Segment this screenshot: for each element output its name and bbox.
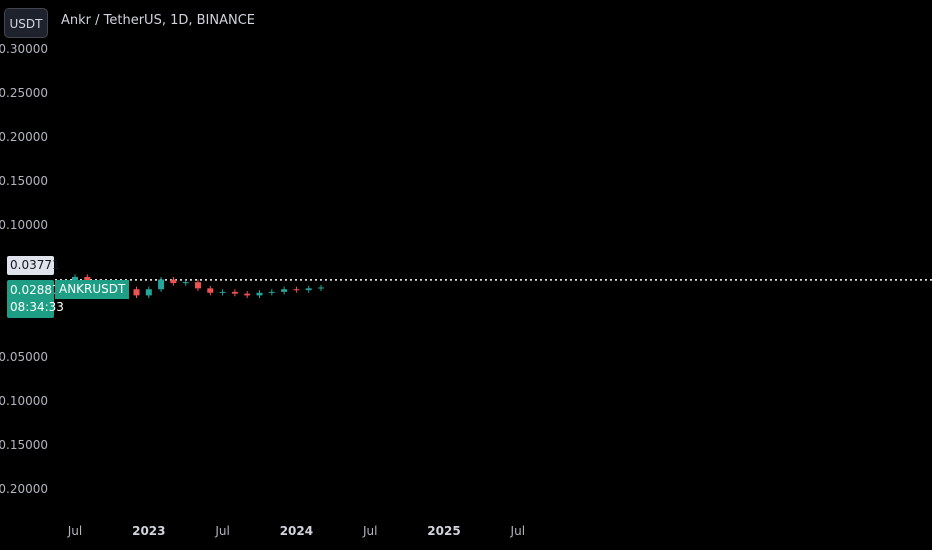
y-tick-label: 0.10000 bbox=[0, 218, 48, 232]
candle-body bbox=[195, 282, 201, 289]
candle-body bbox=[305, 288, 312, 291]
candle-body bbox=[256, 292, 263, 296]
bar-countdown: 08:34:33 bbox=[10, 300, 64, 314]
x-axis: Jul 2023 Jul 2024 Jul 2025 Jul bbox=[67, 524, 525, 538]
y-tick-label: 0.20000 bbox=[0, 130, 48, 144]
y-tick-label: −0.05000 bbox=[0, 350, 48, 364]
y-tick-label: 0.15000 bbox=[0, 174, 48, 188]
candle-body bbox=[170, 279, 177, 284]
candle-body bbox=[133, 289, 140, 296]
y-tick-label: −0.15000 bbox=[0, 438, 48, 452]
x-tick-label: 2025 bbox=[427, 524, 460, 538]
x-tick-label: Jul bbox=[362, 524, 377, 538]
y-tick-label: 0.30000 bbox=[0, 42, 48, 56]
y-tick-label: −0.20000 bbox=[0, 482, 48, 496]
candle-body bbox=[158, 279, 165, 290]
x-tick-label: 2024 bbox=[280, 524, 313, 538]
candle-body bbox=[293, 289, 300, 291]
current-price-value: 0.02887 bbox=[10, 283, 60, 297]
reference-price-tag: 0.03771 bbox=[7, 256, 60, 275]
x-tick-label: Jul bbox=[510, 524, 525, 538]
candle-body bbox=[219, 291, 226, 293]
symbol-tag: ANKRUSDT bbox=[55, 280, 130, 299]
chart-title: Ankr / TetherUS, 1D, BINANCE bbox=[61, 13, 256, 28]
candle-body bbox=[231, 291, 238, 294]
candle-body bbox=[182, 282, 189, 284]
candle-body bbox=[145, 289, 152, 296]
candle-body bbox=[207, 288, 214, 293]
candle-body bbox=[84, 276, 91, 283]
currency-button[interactable]: USDT bbox=[4, 8, 48, 38]
y-tick-label: −0.10000 bbox=[0, 394, 48, 408]
x-tick-label: Jul bbox=[67, 524, 82, 538]
candle-body bbox=[268, 291, 275, 293]
candle-body bbox=[244, 293, 251, 296]
current-price-tag: 0.02887 08:34:33 bbox=[7, 280, 64, 318]
y-tick-label: 0.25000 bbox=[0, 86, 48, 100]
y-axis: 0.30000 0.25000 0.20000 0.15000 0.10000 −0.05… bbox=[0, 42, 48, 496]
x-tick-label: Jul bbox=[214, 524, 229, 538]
candle-body bbox=[318, 287, 324, 289]
candle-body bbox=[281, 289, 288, 292]
x-tick-label: 2023 bbox=[132, 524, 165, 538]
